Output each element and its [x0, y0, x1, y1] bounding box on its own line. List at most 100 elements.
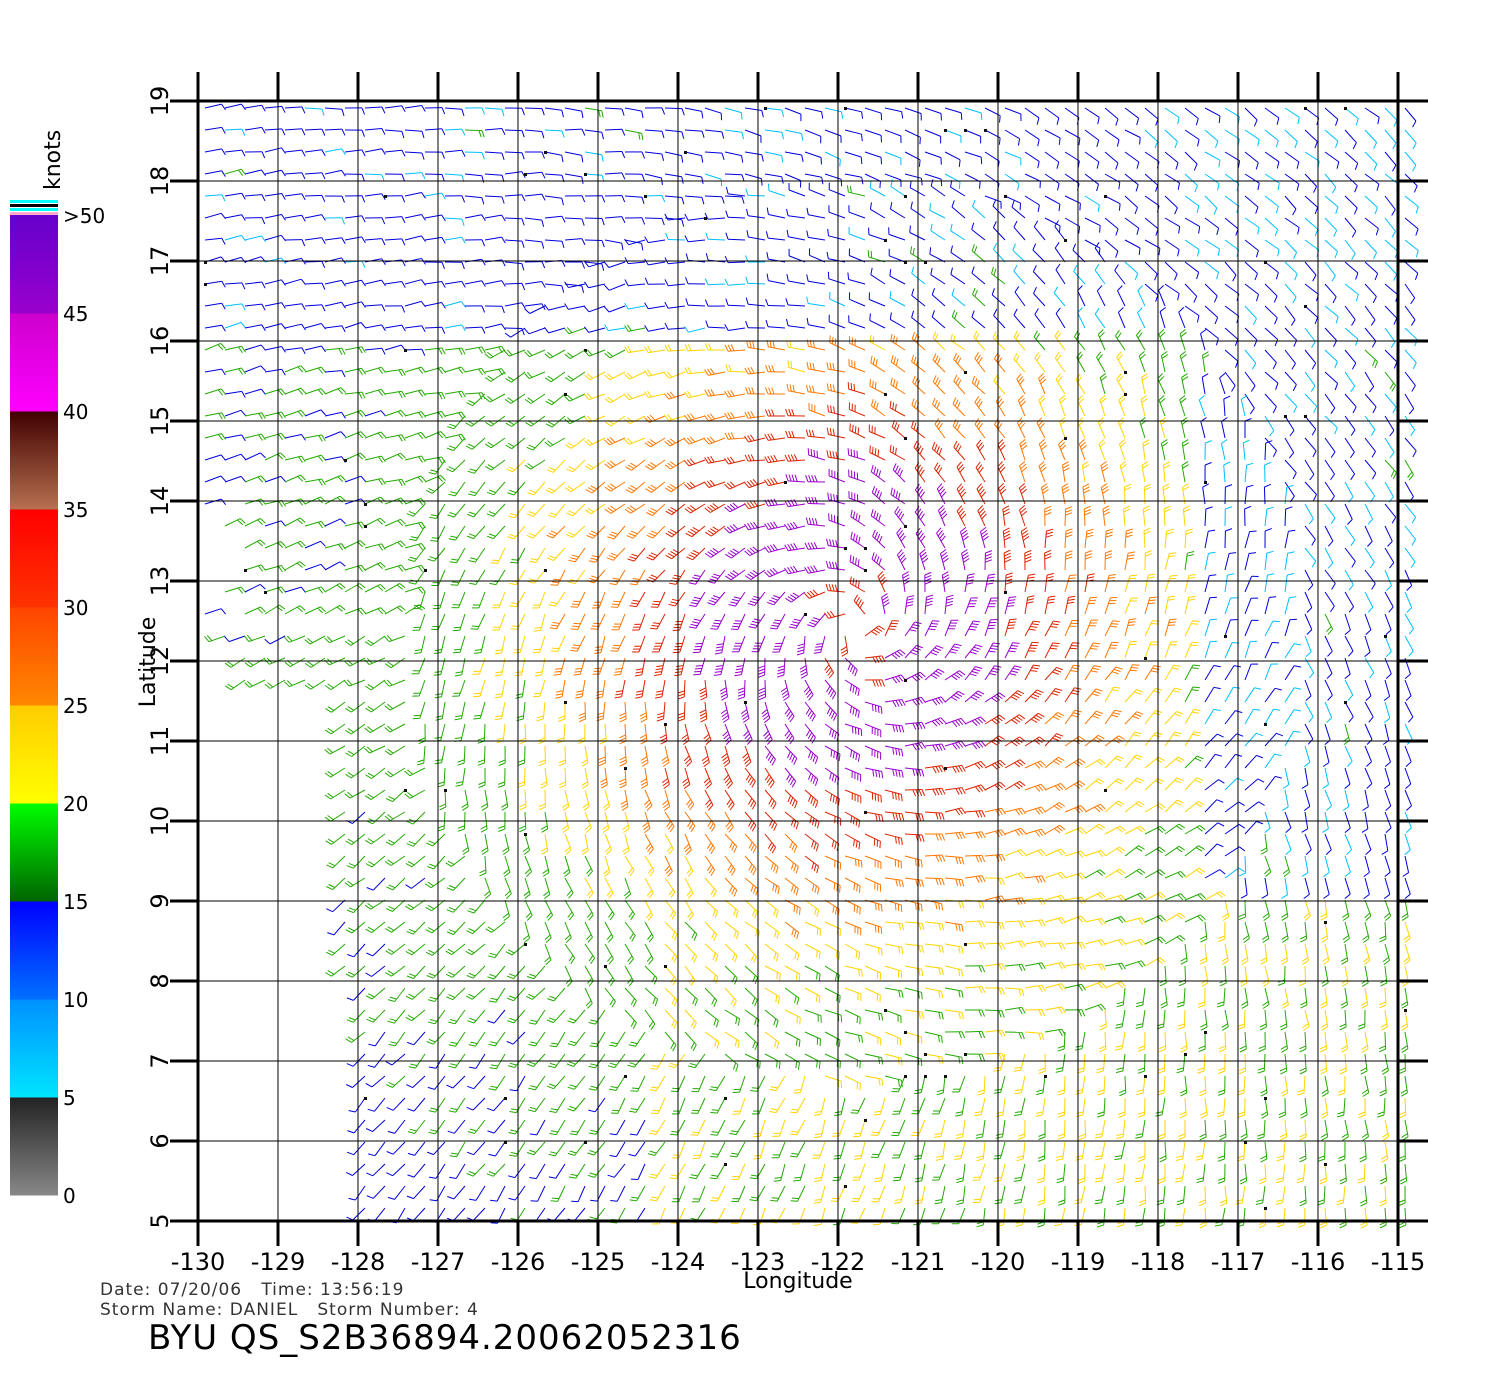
wind-barb-feather — [724, 432, 729, 440]
wind-barb-feather — [684, 414, 690, 422]
rain-flag — [984, 129, 987, 132]
wind-barb-feather — [664, 213, 669, 221]
wind-barb — [1184, 283, 1198, 297]
wind-barb-feather — [896, 508, 901, 516]
rain-flag — [1204, 481, 1207, 484]
wind-barb — [490, 437, 506, 449]
wind-barb-feather — [940, 510, 947, 517]
wind-barb-feather — [267, 682, 274, 688]
wind-barb-feather — [1021, 510, 1028, 517]
wind-barb — [844, 173, 862, 178]
wind-barb-feather — [976, 420, 982, 427]
wind-barb-feather — [1055, 263, 1061, 270]
wind-barb-feather — [387, 703, 394, 709]
wind-barb-feather — [300, 498, 306, 505]
wind-barb — [324, 107, 343, 110]
wind-barb-feather — [1246, 462, 1254, 466]
wind-barb-feather — [786, 340, 789, 348]
wind-barb-feather — [357, 411, 364, 418]
wind-barb — [1344, 173, 1358, 187]
wind-barb-feather — [1046, 528, 1054, 532]
wind-barb — [944, 129, 962, 137]
wind-barb-feather — [221, 324, 226, 332]
wind-barb-feather — [834, 584, 838, 592]
wind-barb-feather — [953, 374, 958, 382]
wind-barb — [687, 304, 706, 307]
wind-barb-feather — [615, 690, 623, 693]
wind-barb-feather — [686, 556, 693, 561]
wind-barb-feather — [320, 586, 326, 593]
wind-barb — [1164, 195, 1178, 209]
wind-barb-feather — [1331, 275, 1336, 282]
wind-barb — [1264, 688, 1276, 703]
wind-barb-feather — [1010, 670, 1019, 673]
wind-barb-feather — [1114, 264, 1119, 271]
wind-barb-feather — [244, 682, 251, 688]
wind-barb-feather — [421, 235, 426, 242]
wind-barb — [304, 149, 322, 153]
wind-barb — [1244, 598, 1252, 615]
wind-barb-feather — [957, 357, 962, 365]
wind-barb-feather — [1129, 618, 1137, 621]
wind-barb-feather — [281, 411, 286, 418]
wind-barb — [1036, 422, 1046, 439]
wind-barb-feather — [1308, 716, 1314, 723]
wind-barb-feather — [501, 109, 505, 117]
wind-barb-feather — [686, 482, 693, 489]
wind-barb-feather — [1181, 376, 1189, 381]
wind-barb-feather — [710, 455, 715, 463]
wind-barb-feather — [576, 690, 584, 693]
wind-barb-feather — [1373, 163, 1378, 171]
wind-barb — [1324, 239, 1338, 252]
wind-barb-feather — [959, 510, 965, 517]
wind-barb-feather — [806, 230, 809, 238]
wind-barb — [1084, 195, 1100, 206]
wind-barb-feather — [705, 343, 709, 351]
wind-barb-feather — [724, 483, 730, 490]
wind-barb-feather — [590, 557, 598, 561]
wind-barb — [972, 206, 986, 219]
wind-barb-feather — [767, 433, 772, 441]
wind-barb — [1264, 415, 1275, 431]
wind-barb — [1224, 151, 1240, 162]
wind-barb-feather — [1265, 440, 1273, 444]
wind-barb-feather — [932, 353, 937, 361]
wind-barb-feather — [971, 623, 979, 626]
wind-barb-feather — [881, 679, 886, 687]
wind-barb-feather — [304, 662, 312, 668]
wind-barb-feather — [1308, 518, 1314, 525]
wind-barb-feather — [764, 571, 770, 578]
wind-barb-feather — [1225, 506, 1233, 510]
wind-barb-feather — [895, 447, 897, 455]
wind-barb-feather — [650, 507, 658, 512]
wind-barb-feather — [896, 650, 903, 657]
wind-barb-feather — [627, 558, 635, 562]
wind-barb — [828, 235, 846, 241]
wind-barb-feather — [1072, 243, 1077, 251]
wind-barb — [324, 387, 341, 395]
wind-barb-feather — [801, 133, 804, 141]
wind-barb — [204, 454, 222, 461]
wind-barb-feather — [1393, 119, 1398, 127]
wind-barb — [618, 613, 626, 630]
wind-barb-feather — [558, 718, 566, 722]
wind-barb-feather — [912, 723, 917, 730]
wind-barb — [284, 474, 301, 483]
wind-barb-feather — [890, 202, 893, 210]
wind-barb-feather — [280, 432, 286, 440]
wind-barb-feather — [1008, 650, 1016, 653]
wind-barb-feather — [339, 495, 346, 502]
wind-barb-feather — [858, 536, 861, 544]
wind-barb-feather — [752, 546, 759, 552]
wind-barb-feather — [723, 718, 730, 723]
wind-barb — [1364, 283, 1377, 297]
wind-barb — [1224, 349, 1239, 362]
wind-barb-feather — [777, 668, 785, 672]
wind-barb — [1004, 173, 1020, 185]
wind-barb — [224, 192, 242, 197]
wind-barb-feather — [301, 215, 306, 222]
wind-barb-feather — [655, 668, 663, 671]
wind-barb-feather — [784, 454, 789, 462]
wind-barb — [1364, 569, 1376, 584]
wind-barb-feather — [901, 111, 904, 119]
